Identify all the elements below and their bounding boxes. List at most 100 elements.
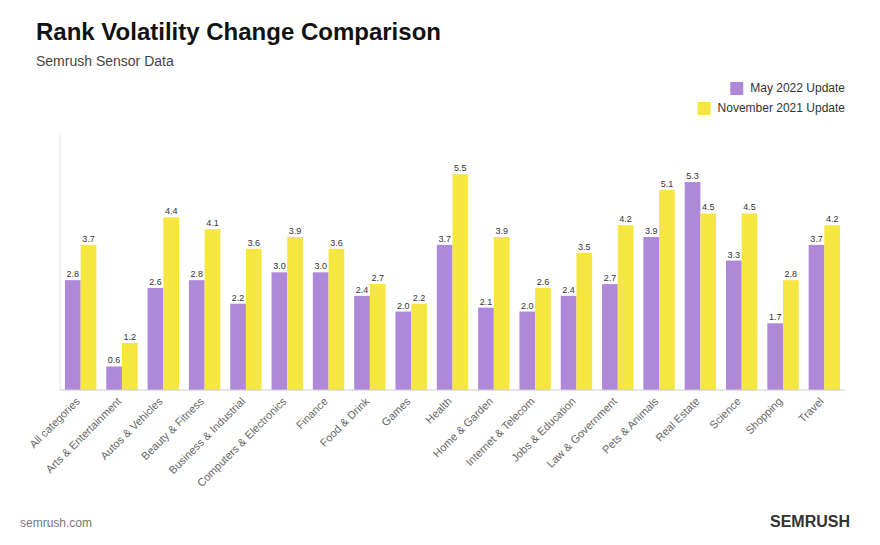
legend-swatch — [730, 82, 743, 95]
data-label: 3.5 — [578, 242, 591, 252]
data-label: 3.6 — [248, 238, 261, 248]
x-tick-label: Internet & Telecom — [463, 395, 536, 468]
data-label: 3.7 — [82, 234, 95, 244]
legend-label: May 2022 Update — [750, 81, 845, 95]
bar — [824, 225, 840, 390]
x-tick-label: Games — [379, 395, 413, 429]
x-tick-label: Shopping — [743, 395, 784, 436]
subtitle: Semrush Sensor Data — [36, 53, 174, 69]
bar — [205, 229, 221, 390]
bar — [148, 288, 164, 390]
data-label: 2.6 — [537, 277, 550, 287]
data-label: 4.2 — [826, 214, 839, 224]
data-label: 0.6 — [108, 355, 121, 365]
bar — [700, 213, 716, 390]
bar — [602, 284, 618, 390]
data-label: 3.3 — [728, 250, 741, 260]
x-axis-line — [60, 390, 845, 391]
data-label: 3.0 — [314, 261, 327, 271]
data-label: 2.2 — [413, 293, 426, 303]
bar — [643, 237, 659, 390]
x-tick-label: Food & Drink — [317, 395, 371, 449]
data-label: 2.7 — [604, 273, 617, 283]
bar — [783, 280, 799, 390]
bar — [313, 272, 329, 390]
bar — [189, 280, 205, 390]
data-label: 5.3 — [686, 171, 699, 181]
data-label: 2.8 — [67, 269, 80, 279]
data-label: 4.2 — [619, 214, 632, 224]
y-axis-line — [60, 135, 61, 390]
data-label: 3.7 — [810, 234, 823, 244]
x-tick-label: Pets & Animals — [600, 395, 661, 456]
bar — [370, 284, 386, 390]
bar — [246, 249, 262, 390]
bar — [809, 245, 825, 390]
x-tick-label: Real Estate — [653, 395, 702, 444]
data-label: 2.4 — [356, 285, 369, 295]
x-tick-label: Law & Government — [544, 395, 619, 470]
bar — [122, 343, 138, 390]
legend: May 2022 Update November 2021 Update — [698, 81, 846, 115]
x-tick-label: Health — [423, 395, 454, 426]
bar — [742, 213, 758, 390]
data-label: 2.1 — [480, 297, 493, 307]
bar — [81, 245, 97, 390]
legend-swatch — [698, 102, 711, 115]
data-label: 4.5 — [702, 202, 715, 212]
bar — [106, 366, 122, 390]
data-label: 2.7 — [371, 273, 384, 283]
bar — [437, 245, 453, 390]
bar — [354, 296, 370, 390]
bar — [519, 312, 535, 390]
legend-label: November 2021 Update — [718, 101, 846, 115]
bar — [163, 217, 179, 390]
bar — [561, 296, 577, 390]
bar — [685, 182, 701, 390]
bar — [287, 237, 303, 390]
x-tick-label: Arts & Entertainment — [43, 395, 123, 475]
data-label: 2.0 — [521, 301, 534, 311]
bar — [659, 190, 675, 390]
bar — [230, 304, 246, 390]
data-label: 2.8 — [190, 269, 203, 279]
data-label: 3.0 — [273, 261, 286, 271]
data-label: 4.4 — [165, 206, 178, 216]
x-tick-label: Computers & Electronics — [195, 395, 289, 489]
data-label: 2.8 — [785, 269, 798, 279]
annotation: semrush.com — [20, 516, 92, 530]
bar — [494, 237, 510, 390]
data-label: 4.1 — [206, 218, 219, 228]
title: Rank Volatility Change Comparison — [36, 18, 441, 45]
data-label: 2.4 — [562, 285, 575, 295]
bar — [478, 308, 494, 390]
data-label: 3.7 — [438, 234, 451, 244]
data-label: 1.2 — [124, 332, 137, 342]
bars — [65, 174, 840, 390]
bar — [411, 304, 427, 390]
bar — [272, 272, 288, 390]
data-label: 5.1 — [661, 179, 674, 189]
data-label: 3.9 — [645, 226, 658, 236]
data-label: 2.6 — [149, 277, 162, 287]
bar — [329, 249, 345, 390]
bar — [618, 225, 634, 390]
data-label: 3.9 — [289, 226, 302, 236]
x-tick-label: Finance — [294, 395, 330, 431]
bar — [65, 280, 81, 390]
data-label: 1.7 — [769, 312, 782, 322]
data-label: 5.5 — [454, 163, 467, 173]
bar — [535, 288, 551, 390]
data-label: 4.5 — [743, 202, 756, 212]
data-label: 3.9 — [495, 226, 508, 236]
bar — [576, 253, 592, 390]
bar — [726, 261, 742, 390]
bar — [453, 174, 469, 390]
bar — [395, 312, 411, 390]
data-label: 3.6 — [330, 238, 343, 248]
bar — [767, 323, 783, 390]
x-tick-label: Business & Industrial — [166, 395, 247, 476]
data-label: 2.0 — [397, 301, 410, 311]
data-labels: 2.80.62.62.82.23.03.02.42.03.72.12.02.42… — [67, 163, 839, 365]
x-tick-label: Travel — [796, 395, 826, 425]
